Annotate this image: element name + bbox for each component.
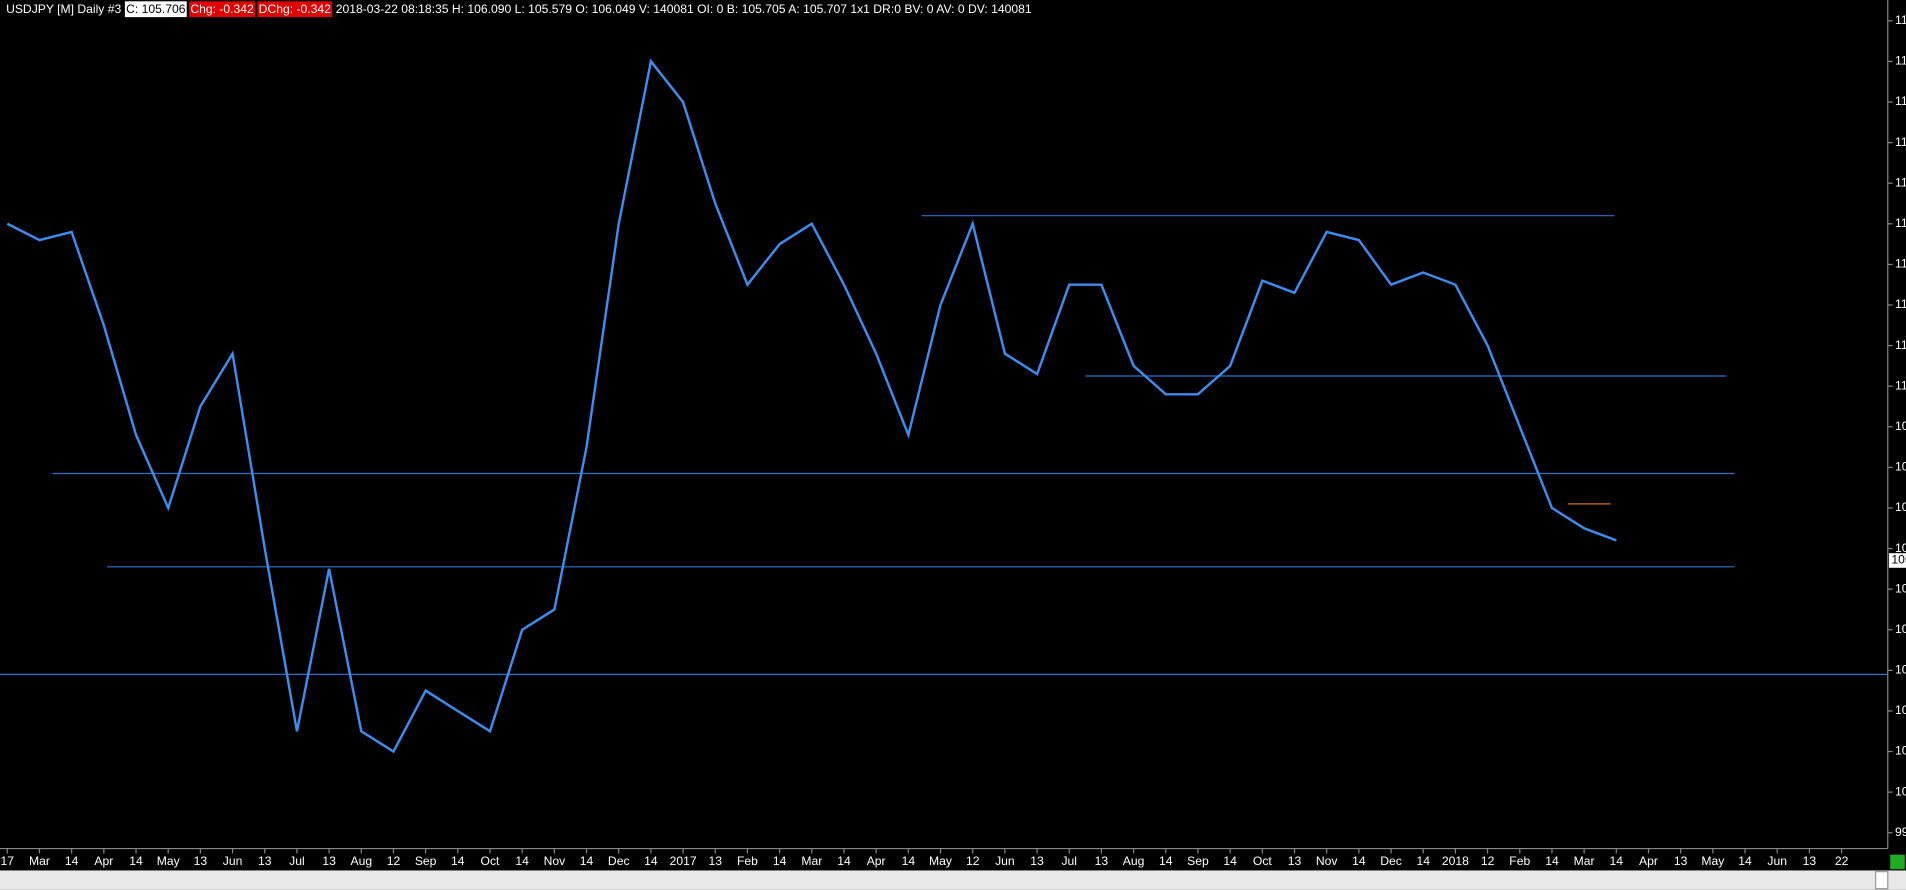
y-tick-label: 119.000	[1895, 13, 1906, 27]
header-text: Chg: -0.342	[190, 2, 254, 16]
x-tick-label: 14	[1223, 854, 1237, 868]
x-tick-label: Jun	[1767, 854, 1787, 868]
x-tick-label: 14	[1610, 854, 1624, 868]
y-tick-label: 114.000	[1895, 216, 1906, 230]
x-tick-label: 14	[580, 854, 594, 868]
x-tick-label: 14	[902, 854, 916, 868]
x-tick-label: Dec	[608, 854, 630, 868]
y-tick-label: 111.000	[1895, 338, 1906, 352]
x-tick-label: Jun	[223, 854, 243, 868]
x-tick-label: 13	[322, 854, 336, 868]
y-tick-label: 105.000	[1895, 581, 1906, 595]
header-box	[124, 1, 187, 18]
x-tick-label: 12	[387, 854, 401, 868]
x-tick-label: 13	[1674, 854, 1688, 868]
x-tick-label: Oct	[1253, 854, 1273, 868]
x-tick-label: Jul	[289, 854, 305, 868]
header-text: DChg: -0.342	[259, 2, 331, 16]
y-tick-label: 102.000	[1895, 703, 1906, 717]
x-tick-label: 12	[1481, 854, 1495, 868]
x-tick-label: 14	[129, 854, 143, 868]
x-tick-label: Apr	[94, 854, 113, 868]
x-tick-label: 17	[1, 854, 15, 868]
x-tick-label: May	[1701, 854, 1725, 868]
header-box	[334, 1, 1033, 18]
x-tick-label: Oct	[481, 854, 501, 868]
x-tick-label: 14	[1352, 854, 1366, 868]
y-tick-label: 118.000	[1895, 54, 1906, 68]
x-tick-label: 14	[65, 854, 79, 868]
price-line	[6, 58, 1617, 754]
x-tick-label: 14	[1159, 854, 1173, 868]
x-tick-label: 14	[1545, 854, 1559, 868]
header-text: 2018-03-22 08:18:35 H: 106.090 L: 105.57…	[336, 2, 1032, 16]
header-box	[189, 1, 256, 18]
y-tick-label: 106.000	[1895, 541, 1906, 555]
x-tick-label: Jul	[1061, 854, 1077, 868]
x-tick-label: Dec	[1380, 854, 1402, 868]
x-tick-label: 14	[644, 854, 658, 868]
x-tick-label: 14	[1416, 854, 1430, 868]
x-tick-label: 13	[194, 854, 208, 868]
x-tick-label: 2018	[1442, 854, 1469, 868]
status-badge	[1890, 854, 1905, 870]
y-tick-label: 107.000	[1895, 500, 1906, 514]
x-tick-label: May	[929, 854, 953, 868]
header-box	[4, 1, 123, 18]
x-tick-label: Feb	[737, 854, 758, 868]
y-tick-label: 108.000	[1895, 460, 1906, 474]
x-tick-label: 14	[515, 854, 529, 868]
y-tick-label: 115.000	[1895, 175, 1906, 189]
x-tick-label: Mar	[801, 854, 822, 868]
x-tick-label: 13	[1095, 854, 1109, 868]
x-tick-label: Mar	[29, 854, 50, 868]
x-tick-label: Apr	[867, 854, 886, 868]
y-tick-label: 112.000	[1895, 297, 1906, 311]
x-tick-label: 13	[258, 854, 272, 868]
x-tick-label: Jun	[995, 854, 1015, 868]
x-tick-label: Sep	[1187, 854, 1209, 868]
x-tick-label: 13	[709, 854, 723, 868]
x-tick-label: 2017	[670, 854, 697, 868]
y-tick-label: 117.000	[1895, 94, 1906, 108]
scrollbar[interactable]	[0, 870, 1906, 890]
y-tick-label: 113.000	[1895, 257, 1906, 271]
x-tick-label: 13	[1803, 854, 1817, 868]
y-tick-label: 109.000	[1895, 419, 1906, 433]
x-tick-label: 14	[773, 854, 787, 868]
y-tick-label: 99.000	[1895, 825, 1906, 839]
x-tick-label: 14	[837, 854, 851, 868]
x-tick-label: Apr	[1639, 854, 1658, 868]
y-tick-label: 104.000	[1895, 622, 1906, 636]
x-tick-label: May	[157, 854, 181, 868]
x-tick-label: 12	[966, 854, 980, 868]
x-tick-label: Nov	[544, 854, 567, 868]
scroll-thumb[interactable]	[1875, 871, 1889, 890]
header-box	[257, 1, 333, 18]
x-tick-label: 13	[1030, 854, 1044, 868]
y-tick-label: 110.000	[1895, 378, 1906, 392]
x-tick-label: Mar	[1574, 854, 1595, 868]
x-tick-label: 13	[1288, 854, 1302, 868]
y-tick-label: 103.000	[1895, 663, 1906, 677]
x-tick-label: Aug	[1123, 854, 1145, 868]
header-text: USDJPY [M] Daily #3	[6, 2, 121, 16]
x-tick-label: Nov	[1316, 854, 1339, 868]
x-tick-label: 14	[1738, 854, 1752, 868]
y-tick-label: 116.000	[1895, 135, 1906, 149]
x-tick-label: 14	[451, 854, 465, 868]
header-text: C: 105.706	[126, 2, 186, 16]
x-tick-label: Sep	[415, 854, 437, 868]
y-tick-label: 100.000	[1895, 784, 1906, 798]
y-tick-label: 101.000	[1895, 744, 1906, 758]
x-tick-label: 22	[1835, 854, 1849, 868]
x-tick-label: Feb	[1509, 854, 1530, 868]
last-price-label: 105.706	[1891, 553, 1906, 567]
x-tick-label: Aug	[350, 854, 372, 868]
last-price-box	[1888, 553, 1906, 568]
